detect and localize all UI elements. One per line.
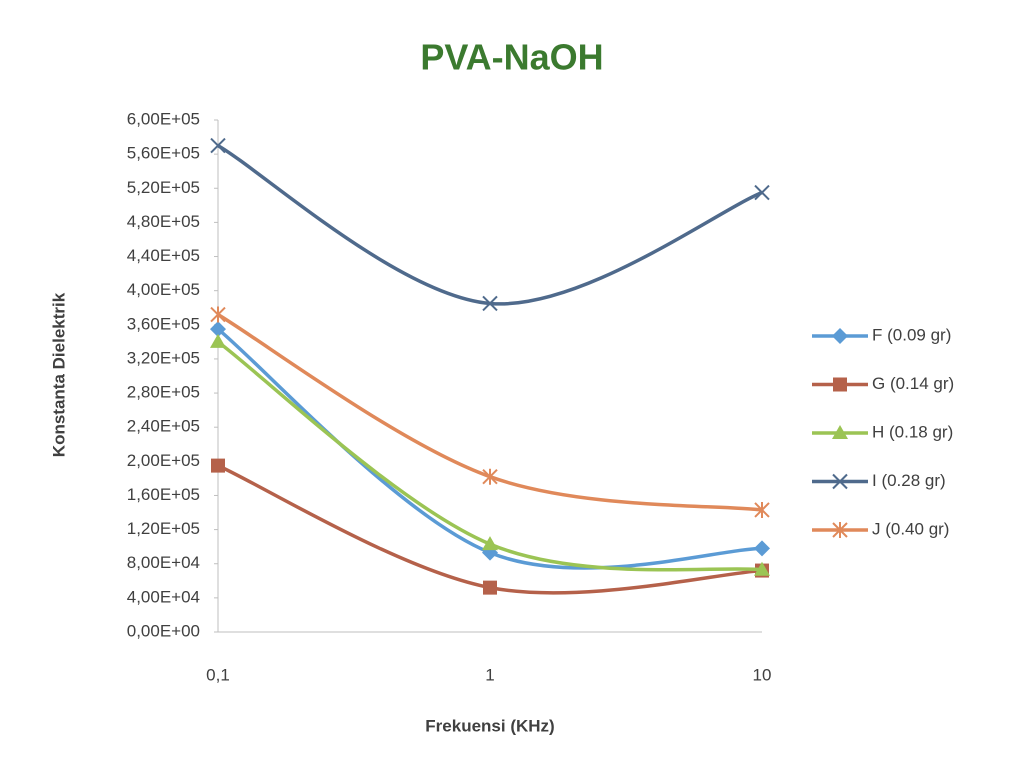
data-point xyxy=(211,307,225,323)
chart: PVA-NaOH Frekuensi (KHz) Konstanta Diele… xyxy=(0,0,1011,771)
y-tick-label: 2,80E+05 xyxy=(127,383,200,402)
series-line xyxy=(218,146,762,304)
series-line xyxy=(218,329,762,568)
x-tick-label: 0,1 xyxy=(206,665,230,684)
y-axis-label: Konstanta Dielektrik xyxy=(49,292,68,457)
y-tick-label: 4,40E+05 xyxy=(127,246,200,265)
page: {"chart_data": {"type": "line", "title":… xyxy=(0,0,1011,771)
y-tick-label: 3,60E+05 xyxy=(127,314,200,333)
y-tick-label: 5,20E+05 xyxy=(127,178,200,197)
data-point xyxy=(754,540,770,556)
series-line xyxy=(218,342,762,570)
y-tick-label: 2,40E+05 xyxy=(127,417,200,436)
data-point xyxy=(755,186,769,200)
y-tick-label: 5,60E+05 xyxy=(127,144,200,163)
y-tick-label: 6,00E+05 xyxy=(127,109,200,128)
y-tick-label: 4,00E+04 xyxy=(127,587,200,606)
y-tick-label: 1,60E+05 xyxy=(127,485,200,504)
data-point xyxy=(211,459,225,473)
legend-label: H (0.18 gr) xyxy=(872,422,953,441)
legend-label: F (0.09 gr) xyxy=(872,325,951,344)
legend-label: I (0.28 gr) xyxy=(872,471,946,490)
y-tick-label: 1,20E+05 xyxy=(127,519,200,538)
y-tick-label: 4,00E+05 xyxy=(127,280,200,299)
x-tick-label: 1 xyxy=(485,665,494,684)
legend-label: J (0.40 gr) xyxy=(872,519,949,538)
data-point xyxy=(483,581,497,595)
y-tick-label: 3,20E+05 xyxy=(127,348,200,367)
y-tick-label: 8,00E+04 xyxy=(127,553,200,572)
y-tick-label: 2,00E+05 xyxy=(127,451,200,470)
x-axis-label: Frekuensi (KHz) xyxy=(425,716,554,735)
x-tick-label: 10 xyxy=(753,665,772,684)
legend-label: G (0.14 gr) xyxy=(872,374,954,393)
legend-marker xyxy=(832,328,848,344)
chart-title: PVA-NaOH xyxy=(420,37,603,78)
y-tick-label: 4,80E+05 xyxy=(127,212,200,231)
legend-marker xyxy=(833,378,847,392)
y-tick-label: 0,00E+00 xyxy=(127,621,200,640)
